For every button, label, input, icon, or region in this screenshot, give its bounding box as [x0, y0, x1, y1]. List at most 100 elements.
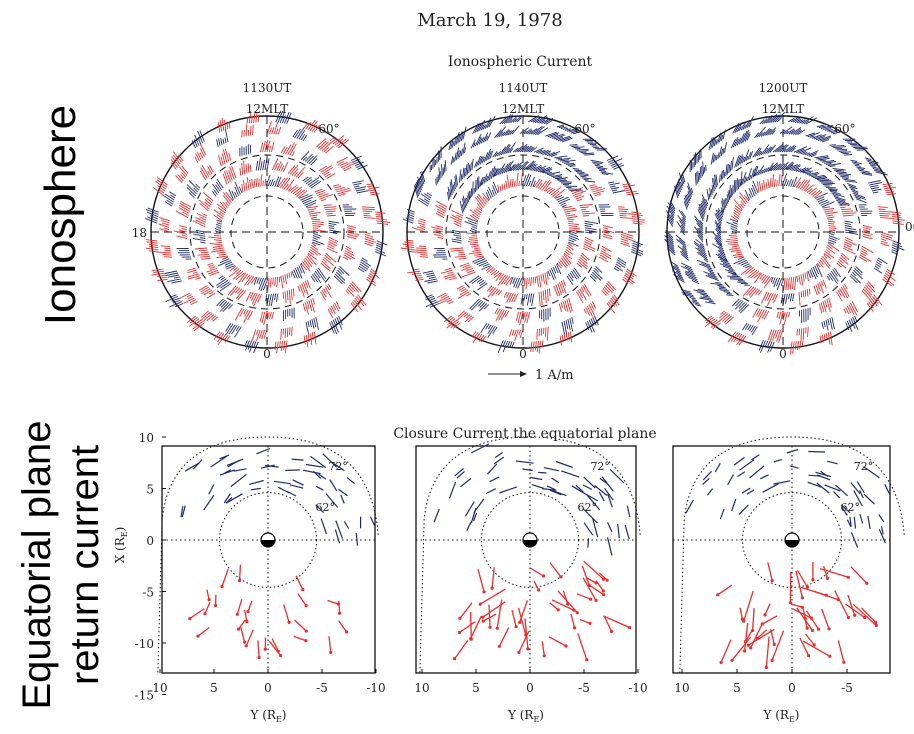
y-tick-label: 0 [146, 534, 154, 548]
latitude-contours [157, 436, 379, 674]
current-vector [872, 296, 879, 305]
current-vector [530, 176, 536, 187]
ionosphere-heading: Ionospheric Current [448, 54, 593, 70]
current-vector [329, 231, 338, 234]
current-vector-blue [544, 152, 551, 156]
current-vector-blue [507, 166, 512, 172]
current-vector [545, 186, 551, 192]
current-vector-blue [729, 160, 732, 172]
current-vector [469, 209, 480, 218]
current-vector-blue [498, 131, 504, 138]
closure-vector-blue [529, 476, 543, 481]
current-vector-blue [832, 131, 841, 135]
current-vector-blue [807, 172, 818, 176]
current-vector [873, 267, 883, 274]
current-vector [311, 242, 317, 247]
current-vector [477, 193, 487, 205]
current-vector-blue [707, 274, 718, 280]
current-vector [760, 291, 768, 304]
current-vector-blue [734, 138, 740, 147]
current-vector [418, 222, 426, 226]
current-vector-blue [582, 152, 594, 155]
current-vector [523, 278, 526, 287]
current-vector-blue [664, 238, 675, 250]
current-vector [226, 265, 235, 270]
closure-vector-red-head [542, 574, 546, 578]
current-vector [234, 182, 241, 195]
current-vector [810, 268, 817, 279]
mlt-0-label: 0 [779, 347, 787, 361]
current-vector [548, 188, 556, 195]
closure-vector-blue [555, 460, 573, 469]
current-vector [797, 179, 806, 189]
closure-vector-blue [583, 508, 598, 524]
current-vector [615, 263, 622, 268]
current-vector [405, 217, 414, 222]
current-vector [353, 182, 362, 186]
current-vector [316, 269, 325, 282]
current-vector-blue [818, 157, 830, 161]
current-vector [457, 310, 465, 317]
current-vector [826, 275, 831, 281]
current-vector [538, 340, 542, 354]
closure-vector-blue [369, 516, 376, 527]
current-vector-blue [850, 159, 858, 162]
current-vector [722, 314, 731, 322]
closure-vector-red-head [812, 643, 816, 647]
current-vector [844, 229, 857, 233]
current-vector [623, 184, 636, 188]
current-vector [196, 212, 207, 219]
current-vector-blue [790, 116, 801, 123]
current-vector [584, 229, 598, 233]
current-vector-blue [769, 144, 776, 153]
current-vector [876, 261, 882, 266]
current-vector [178, 154, 184, 162]
current-vector [255, 160, 259, 171]
current-vector [862, 229, 870, 232]
closure-vector-blue [325, 493, 339, 508]
current-vector [266, 293, 270, 306]
current-vector [243, 310, 251, 323]
current-vector [342, 163, 355, 170]
current-vector [476, 195, 486, 207]
current-vector [710, 321, 719, 328]
current-vector [217, 155, 222, 167]
current-vector [222, 195, 231, 205]
current-vector [523, 293, 526, 301]
current-vector-blue [790, 147, 796, 153]
current-vector [294, 128, 302, 139]
current-vector [520, 294, 524, 305]
current-vector-blue [721, 198, 726, 210]
earth-symbol [784, 532, 800, 548]
current-vector [179, 225, 188, 229]
current-vector-blue [713, 139, 717, 147]
current-vector-blue [708, 300, 715, 303]
current-vector [557, 196, 569, 203]
current-vector [750, 271, 760, 279]
closure-vector-red-head [743, 649, 747, 653]
current-vector [884, 186, 897, 190]
current-vector [761, 310, 767, 319]
current-vector [730, 215, 739, 222]
current-vector [536, 328, 538, 340]
current-vector [311, 218, 321, 221]
current-vector [449, 247, 463, 250]
closure-vector-red [720, 639, 732, 663]
current-vector [465, 268, 473, 272]
x-tick-label: 10 [414, 681, 429, 695]
current-vector-blue [788, 129, 795, 135]
current-vector [802, 327, 805, 341]
current-vector [579, 204, 593, 207]
current-vector [241, 184, 244, 193]
closure-vector-red-head [770, 658, 774, 663]
current-vector [869, 299, 875, 306]
current-vector [841, 252, 850, 261]
current-vector [602, 235, 613, 240]
current-vector [766, 293, 774, 306]
current-vector [776, 278, 783, 291]
current-vector [406, 250, 415, 253]
current-vector-blue [479, 176, 484, 187]
current-vector [195, 277, 202, 280]
current-vector-blue [867, 160, 878, 165]
current-vector-blue [542, 150, 551, 155]
